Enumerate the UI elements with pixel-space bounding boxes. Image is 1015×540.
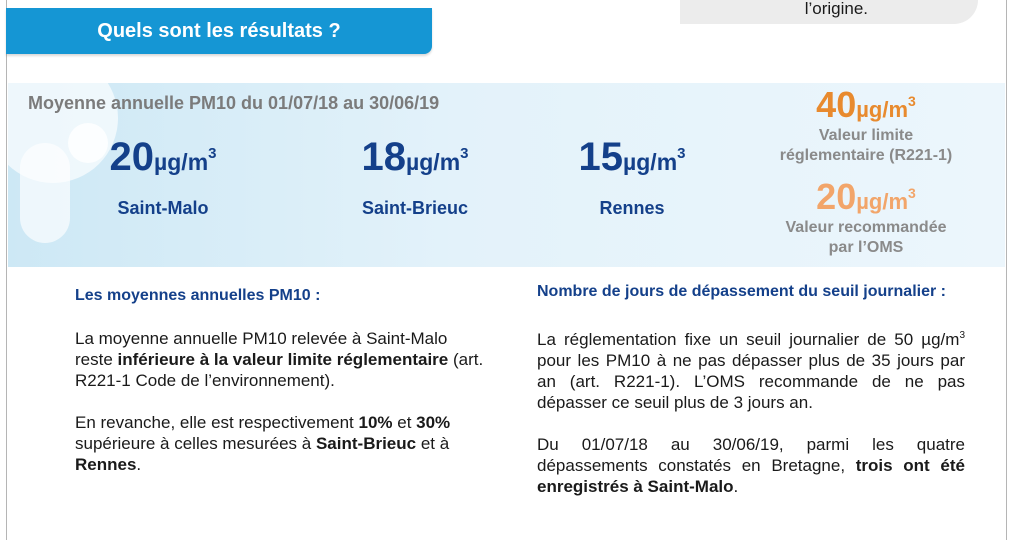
- left-paragraph-2: En revanche, elle est respectivement 10%…: [75, 413, 451, 474]
- city-value-rennes: 15µg/m3 Rennes: [552, 135, 712, 219]
- unit: µg/m: [856, 189, 909, 214]
- city-value-saint-malo: 20µg/m3 Saint-Malo: [88, 135, 238, 219]
- city-name: Rennes: [599, 198, 665, 218]
- who-value-block: 20µg/m3 Valeur recommandée par l’OMS: [758, 176, 974, 258]
- left-heading: Les moyennes annuelles PM10 :: [75, 287, 321, 304]
- top-note: l’origine.: [680, 0, 978, 24]
- who-label-1: Valeur recommandée: [785, 219, 947, 236]
- unit: µg/m: [154, 149, 209, 175]
- decorative-circle: [68, 123, 108, 163]
- left-paragraph-1: La moyenne annuelle PM10 relevée à Saint…: [75, 329, 484, 390]
- unit-exponent: 3: [208, 145, 217, 162]
- unit-exponent: 3: [908, 93, 916, 109]
- results-band: [8, 83, 1005, 267]
- city-name: Saint-Malo: [117, 198, 209, 218]
- right-heading: Nombre de jours de dépassement du seuil …: [537, 283, 946, 300]
- city-name: Saint-Brieuc: [361, 198, 469, 218]
- top-note-text: l’origine.: [804, 0, 868, 18]
- city-value: 18: [361, 135, 407, 179]
- unit: µg/m: [406, 149, 461, 175]
- who-label-2: par l’OMS: [828, 239, 904, 256]
- who-value: 20: [816, 176, 857, 217]
- left-column: Les moyennes annuelles PM10 : La moyenne…: [75, 286, 487, 475]
- page-frame: [6, 0, 1007, 540]
- right-column: Nombre de jours de dépassement du seuil …: [537, 282, 965, 497]
- unit-exponent: 3: [460, 145, 469, 162]
- band-title: Moyenne annuelle PM10 du 01/07/18 au 30/…: [28, 93, 440, 113]
- city-value: 20: [109, 135, 155, 179]
- unit: µg/m: [623, 149, 678, 175]
- unit-exponent: 3: [677, 145, 686, 162]
- right-paragraph-1: La réglementation fixe un seuil journali…: [537, 330, 965, 412]
- section-title: Quels sont les résultats ?: [97, 19, 341, 42]
- section-header: Quels sont les résultats ?: [6, 8, 432, 54]
- unit-exponent: 3: [908, 185, 916, 201]
- limit-label-2: réglementaire (R221-1): [779, 147, 953, 164]
- unit: µg/m: [856, 97, 909, 122]
- limit-value: 40: [816, 84, 857, 125]
- city-value-saint-brieuc: 18µg/m3 Saint-Brieuc: [330, 135, 500, 219]
- right-paragraph-2: Du 01/07/18 au 30/06/19, parmi les quatr…: [537, 435, 965, 496]
- limit-value-block: 40µg/m3 Valeur limite réglementaire (R22…: [758, 84, 974, 166]
- limit-label-1: Valeur limite: [818, 127, 914, 144]
- city-value: 15: [578, 135, 624, 179]
- decorative-circle: [20, 143, 70, 243]
